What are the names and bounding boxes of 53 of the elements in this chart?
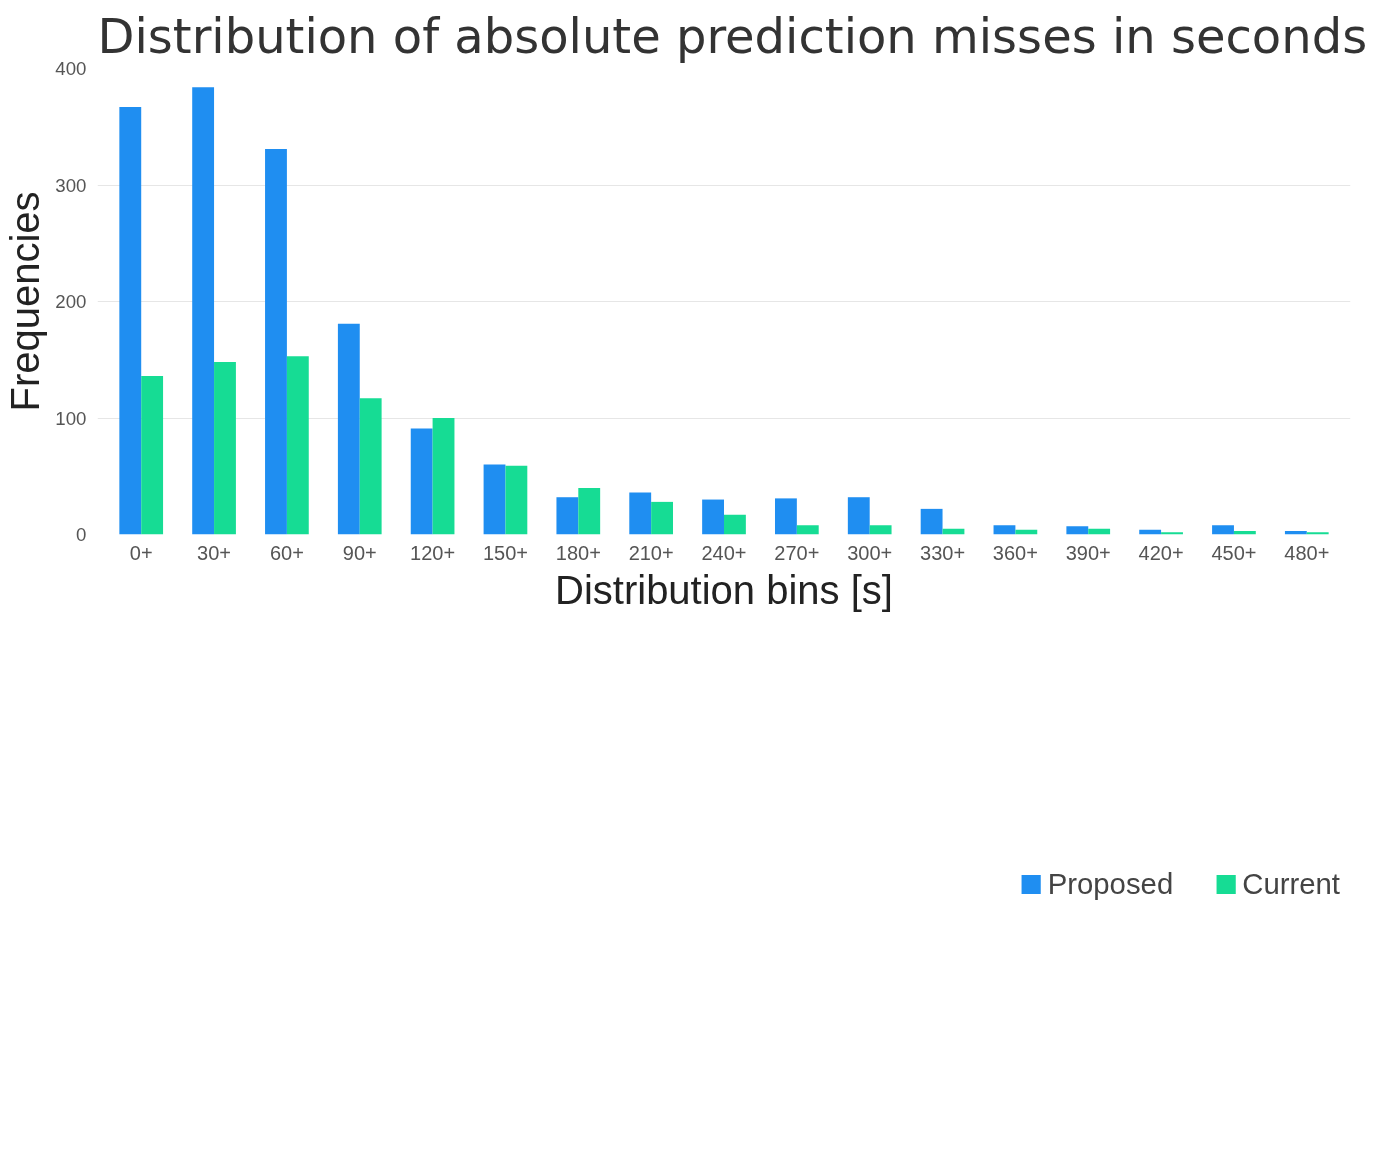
bar — [869, 525, 892, 535]
bar — [410, 428, 433, 535]
bar — [629, 492, 652, 535]
x-tick-label: 120+ — [410, 541, 456, 564]
bar — [578, 487, 601, 535]
bar — [724, 514, 746, 535]
y-tick-label: 400 — [55, 58, 87, 79]
bar — [432, 418, 455, 535]
bar — [774, 498, 797, 535]
bar — [796, 525, 819, 535]
x-tick-label: 180+ — [555, 541, 601, 564]
y-tick-label: 300 — [55, 174, 87, 196]
x-tick-label: 480+ — [1284, 541, 1330, 564]
x-tick-label: 420+ — [1138, 541, 1184, 564]
x-tick-label: 60+ — [269, 541, 304, 564]
bar — [192, 87, 215, 535]
x-tick-label: 450+ — [1211, 541, 1257, 564]
x-tick-label: 90+ — [342, 541, 377, 564]
bar — [337, 323, 360, 535]
bar — [556, 497, 579, 535]
bar — [141, 376, 164, 535]
y-tick-label: 100 — [55, 407, 87, 429]
x-axis-title: Distribution bins [s] — [555, 567, 893, 612]
bar — [702, 499, 724, 535]
x-tick-label: 360+ — [992, 541, 1038, 564]
x-tick-label: 270+ — [774, 541, 820, 564]
x-tick-label: 210+ — [628, 541, 674, 564]
x-tick-label: 30+ — [197, 541, 232, 564]
bar — [505, 465, 528, 535]
x-tick-label: 390+ — [1065, 541, 1111, 564]
bar — [483, 464, 506, 535]
bar — [286, 356, 309, 535]
x-tick-label: 300+ — [847, 541, 893, 564]
bar — [1066, 526, 1089, 535]
x-tick-label: 150+ — [482, 541, 528, 564]
bar — [214, 362, 236, 535]
y-axis-title: Frequencies — [3, 191, 48, 412]
bar — [651, 501, 674, 535]
x-tick-label: 330+ — [920, 541, 966, 564]
y-tick-label: 0 — [76, 524, 87, 545]
bar — [920, 508, 943, 535]
bar — [359, 398, 382, 535]
legend-label: Current — [1242, 867, 1340, 901]
x-tick-label: 0+ — [129, 541, 153, 564]
y-tick-label: 200 — [55, 291, 87, 312]
chart-title: Distribution of absolute prediction misses in seconds — [97, 7, 1368, 64]
bar — [265, 148, 287, 535]
legend-label: Proposed — [1047, 867, 1174, 901]
bar — [847, 497, 870, 535]
bar — [1212, 525, 1234, 535]
x-tick-label: 240+ — [701, 541, 747, 564]
bar — [119, 106, 142, 535]
bar — [993, 525, 1016, 535]
